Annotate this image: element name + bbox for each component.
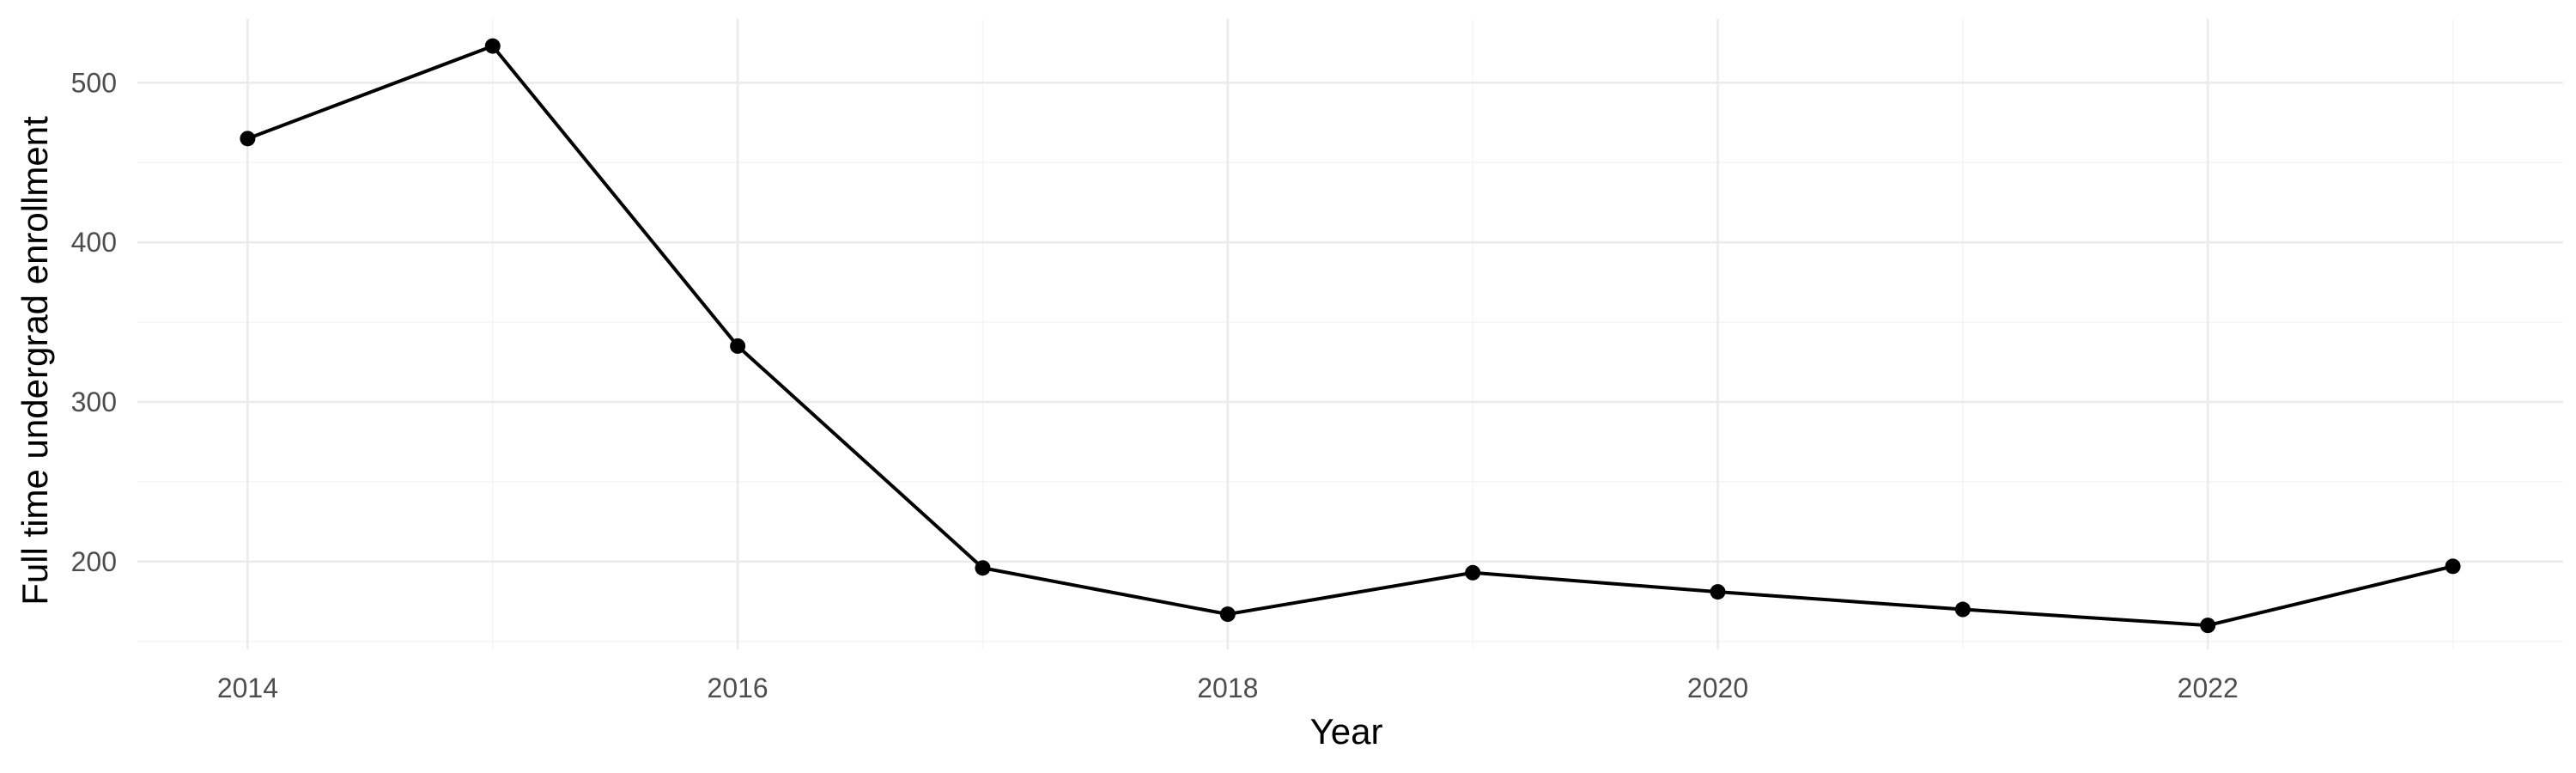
data-point bbox=[1219, 606, 1236, 623]
minor-gridlines bbox=[137, 19, 2563, 649]
y-tick-label: 300 bbox=[71, 386, 117, 417]
data-point bbox=[2200, 618, 2216, 634]
x-axis-title: Year bbox=[1310, 711, 1383, 752]
y-tick-label: 400 bbox=[71, 227, 117, 258]
series-layer bbox=[240, 38, 2461, 634]
data-point bbox=[240, 131, 256, 147]
data-point bbox=[1710, 584, 1726, 600]
data-point bbox=[730, 338, 746, 354]
y-tick-label: 500 bbox=[71, 67, 117, 98]
data-point bbox=[1465, 564, 1481, 581]
data-point bbox=[2445, 558, 2461, 575]
x-tick-label: 2014 bbox=[217, 673, 278, 703]
x-tick-label: 2020 bbox=[1687, 673, 1748, 703]
y-axis-tick-labels: 200 300 400 500 bbox=[71, 67, 117, 576]
x-tick-label: 2016 bbox=[708, 673, 769, 703]
x-tick-label: 2018 bbox=[1197, 673, 1258, 703]
x-axis-tick-labels: 2014 2016 2018 2020 2022 bbox=[217, 673, 2239, 703]
data-point bbox=[484, 38, 501, 54]
data-point bbox=[1954, 601, 1971, 618]
major-gridlines bbox=[137, 19, 2563, 649]
y-axis-title: Full time undergrad enrollment bbox=[15, 116, 55, 606]
x-tick-label: 2022 bbox=[2178, 673, 2239, 703]
data-point bbox=[975, 560, 991, 576]
y-tick-label: 200 bbox=[71, 546, 117, 577]
series-line bbox=[246, 44, 2454, 628]
